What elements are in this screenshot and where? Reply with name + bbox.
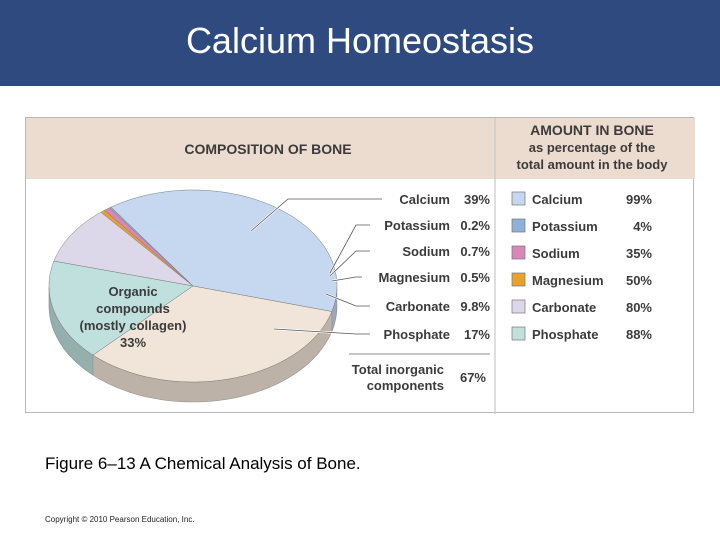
slice-label-magnesium: Magnesium [378,270,450,285]
amount-table-rows: Calcium 99% Potassium 4% Sodium 35% Magnesium 5… [511,191,652,342]
organic-label-line: (mostly collagen) [80,318,187,333]
leader-line-sodium [329,250,370,277]
figure-caption: Figure 6–13 A Chemical Analysis of Bone. [45,454,361,473]
total-inorganic-label: components [367,378,444,393]
pie-slice-phosphate [48,260,194,356]
swatch-carbonate [511,299,526,314]
table-value-carbonate: 80% [626,300,652,315]
leader-lines [250,197,490,355]
pie-chart [48,189,338,403]
table-label-calcium: Calcium [532,192,583,207]
table-label-sodium: Sodium [532,246,580,261]
slice-labels: Calcium 39% Potassium 0.2% Sodium 0.7% Magnesi… [80,192,491,393]
slice-value-potassium: 0.2% [460,218,490,233]
header-band [26,118,695,179]
chart-title: COMPOSITION OF BONE [184,141,351,157]
pie-slice-organic-compounds-mostly-collagen [92,285,333,383]
swatch-sodium [511,245,526,260]
slice-label-potassium: Potassium [384,218,450,233]
leader-line-phosphate [273,328,370,335]
table-value-phosphate: 88% [626,327,652,342]
organic-label-line: 33% [120,335,146,350]
table-value-potassium: 4% [633,219,652,234]
table-label-magnesium: Magnesium [532,273,604,288]
table-label-carbonate: Carbonate [532,300,596,315]
table-header-line: AMOUNT IN BONE [530,122,654,138]
slice-label-carbonate: Carbonate [386,299,450,314]
swatch-phosphate [511,326,526,341]
table-label-potassium: Potassium [532,219,598,234]
organic-label-line: compounds [96,301,170,316]
leader-halo-potassium [329,223,370,274]
slice-value-calcium: 39% [464,192,490,207]
figure-frame: COMPOSITION OF BONE AMOUNT IN BONE as per… [25,117,695,414]
slice-value-phosphate: 17% [464,327,490,342]
table-header-line: total amount in the body [517,157,669,172]
table-value-magnesium: 50% [626,273,652,288]
title-bar [0,0,720,86]
organic-label-line: Organic [108,284,157,299]
swatch-potassium [511,218,526,233]
table-value-calcium: 99% [626,192,652,207]
swatch-calcium [511,191,526,206]
total-inorganic-value: 67% [460,370,486,385]
copyright-notice: Copyright © 2010 Pearson Education, Inc. [45,515,195,524]
table-value-sodium: 35% [626,246,652,261]
table-header-line: as percentage of the [529,140,655,155]
slice-value-magnesium: 0.5% [460,270,490,285]
slice-label-calcium: Calcium [399,192,450,207]
slice-value-sodium: 0.7% [460,244,490,259]
amount-table-header: AMOUNT IN BONE as percentage of the total … [517,122,669,172]
leader-line-carbonate [325,293,370,307]
table-label-phosphate: Phosphate [532,327,598,342]
total-inorganic-label: Total inorganic [352,362,444,377]
slice-label-phosphate: Phosphate [384,327,450,342]
leader-line-magnesium [331,276,362,282]
bone-composition-chart: COMPOSITION OF BONE AMOUNT IN BONE as per… [26,118,695,414]
leader-line-calcium [250,198,382,232]
slice-value-carbonate: 9.8% [460,299,490,314]
slice-label-sodium: Sodium [402,244,450,259]
leader-line-potassium [329,224,370,274]
slide-title: Calcium Homeostasis [185,20,535,61]
pie-slice-carbonate [53,211,194,287]
swatch-magnesium [511,272,526,287]
